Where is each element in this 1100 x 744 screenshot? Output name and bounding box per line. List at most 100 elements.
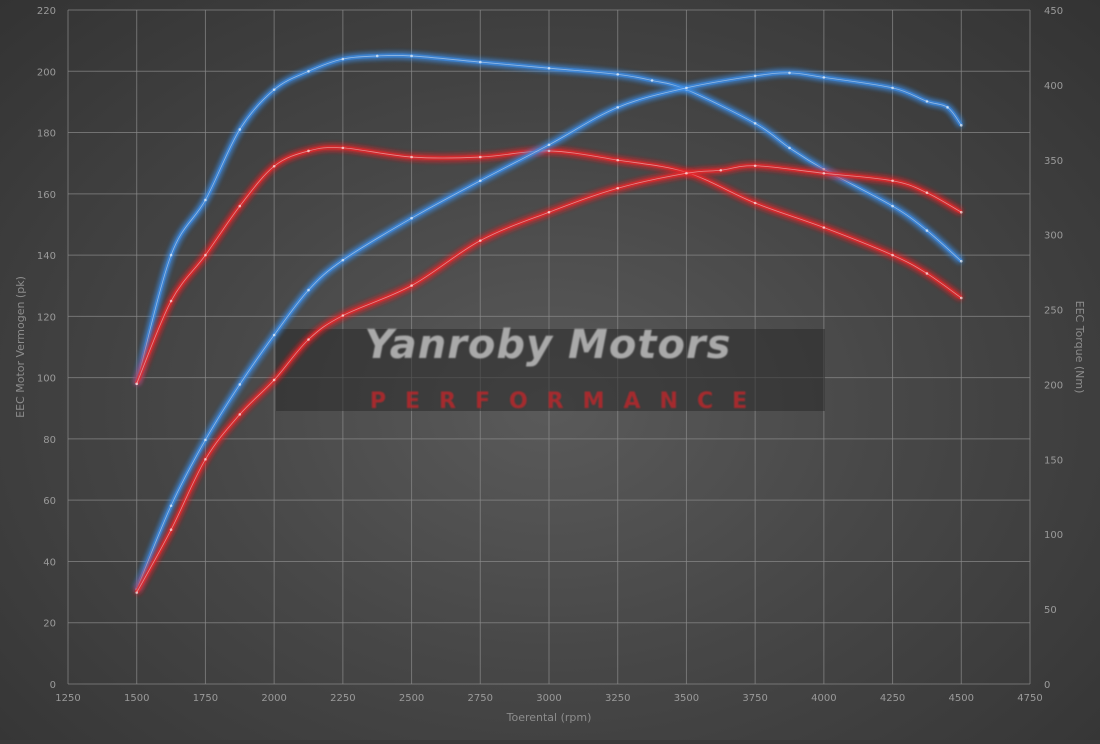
- x-tick-label: 1250: [55, 693, 80, 704]
- data-point: [341, 57, 345, 61]
- x-tick-label: 4750: [1017, 693, 1042, 704]
- data-point: [375, 54, 379, 58]
- data-point: [204, 198, 207, 202]
- data-point: [891, 179, 894, 183]
- data-point: [616, 186, 620, 190]
- y2-tick-label: 150: [1044, 455, 1063, 466]
- data-point: [547, 210, 551, 214]
- data-point: [307, 69, 310, 73]
- data-point: [685, 171, 688, 175]
- data-point: [169, 504, 173, 508]
- series-line: [134, 53, 963, 385]
- data-point: [753, 74, 757, 78]
- y-axis-label: EEC Motor Vermogen (pk): [14, 276, 27, 418]
- data-point: [959, 296, 963, 300]
- data-point: [959, 210, 963, 214]
- data-point: [891, 253, 894, 257]
- data-point: [272, 333, 276, 337]
- y-tick-label: 220: [37, 6, 56, 17]
- data-point: [341, 258, 345, 262]
- data-point: [410, 155, 413, 159]
- x-tick-label: 4250: [880, 693, 905, 704]
- series-line-highlight: [136, 54, 962, 384]
- series-3-right: [134, 163, 963, 594]
- x-tick-label: 4500: [949, 693, 974, 704]
- x-axis-label: Toerental (rpm): [506, 711, 592, 724]
- data-point: [410, 284, 413, 287]
- data-point: [822, 76, 826, 79]
- x-tick-label: 2750: [468, 693, 493, 704]
- y-tick-label: 140: [37, 251, 56, 262]
- data-point: [135, 382, 139, 386]
- x-tick-label: 1500: [124, 693, 149, 704]
- data-point: [307, 288, 310, 292]
- data-point: [925, 229, 929, 232]
- series-1-left: [134, 145, 963, 386]
- y2-tick-label: 300: [1044, 231, 1063, 242]
- data-point: [410, 216, 413, 220]
- x-tick-label: 1750: [193, 693, 218, 704]
- data-point: [478, 155, 482, 159]
- data-point: [341, 146, 345, 150]
- data-point: [272, 378, 276, 382]
- y2-tick-label: 350: [1044, 156, 1063, 167]
- data-point: [272, 88, 276, 91]
- y-tick-label: 120: [37, 312, 56, 323]
- y2-tick-label: 400: [1044, 81, 1063, 92]
- data-point: [547, 149, 551, 153]
- data-point: [238, 413, 242, 416]
- data-point: [891, 86, 894, 90]
- y2-tick-label: 200: [1044, 380, 1063, 391]
- data-point: [169, 299, 173, 303]
- y-tick-label: 0: [50, 680, 56, 691]
- x-tick-label: 4000: [811, 693, 836, 704]
- data-point: [753, 122, 757, 125]
- data-point: [238, 204, 242, 208]
- y2-tick-label: 100: [1044, 530, 1063, 541]
- data-point: [925, 100, 929, 103]
- watermark-logo: Yanroby Motors PERFORMANCE: [276, 322, 825, 414]
- y2-tick-label: 250: [1044, 306, 1063, 317]
- x-tick-label: 2250: [330, 693, 355, 704]
- data-point: [753, 164, 757, 168]
- data-point: [788, 146, 791, 150]
- series-0-left: [134, 53, 963, 386]
- data-point: [547, 66, 551, 70]
- data-point: [307, 149, 310, 153]
- data-point: [822, 168, 826, 171]
- y2-axis-label: EEC Torque (Nm): [1073, 301, 1086, 394]
- data-point: [959, 259, 963, 263]
- y2-tick-label: 0: [1044, 680, 1050, 691]
- y-tick-label: 60: [43, 496, 56, 507]
- data-point: [341, 314, 345, 317]
- y-tick-label: 80: [43, 435, 56, 446]
- data-point: [169, 528, 173, 532]
- data-point: [753, 201, 757, 205]
- data-point: [169, 253, 173, 257]
- x-tick-label: 3500: [674, 693, 699, 704]
- data-point: [959, 124, 963, 127]
- data-point: [616, 106, 620, 109]
- data-point: [238, 128, 242, 131]
- data-point: [925, 191, 929, 195]
- data-point: [719, 168, 723, 172]
- y-tick-label: 40: [43, 557, 56, 568]
- data-point: [410, 54, 413, 58]
- data-point: [891, 204, 894, 208]
- data-point: [788, 71, 791, 75]
- data-point: [685, 86, 688, 90]
- x-tick-label: 3750: [742, 693, 767, 704]
- data-point: [616, 73, 620, 76]
- series-2-right: [134, 70, 963, 591]
- data-point: [135, 591, 139, 594]
- x-tick-label: 3000: [536, 693, 561, 704]
- data-point: [925, 272, 929, 275]
- y-tick-label: 100: [37, 374, 56, 385]
- x-tick-label: 2500: [399, 693, 424, 704]
- data-point: [946, 106, 949, 109]
- series-line-highlight: [136, 72, 962, 590]
- data-point: [478, 60, 482, 64]
- data-point: [272, 164, 276, 168]
- data-point: [478, 179, 482, 183]
